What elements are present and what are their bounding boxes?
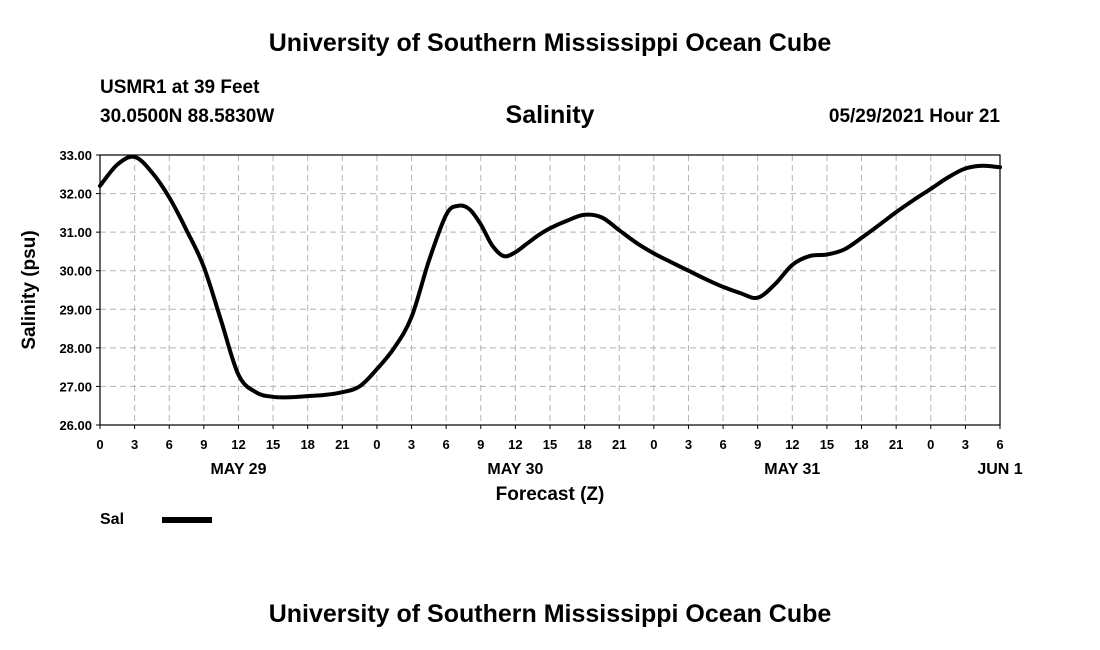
y-tick-label: 31.00 xyxy=(59,225,92,240)
x-tick-label: 6 xyxy=(443,437,450,452)
day-label: JUN 1 xyxy=(977,461,1022,478)
x-tick-label: 6 xyxy=(719,437,726,452)
gridlines xyxy=(100,155,1000,425)
y-axis-label: Salinity (psu) xyxy=(19,230,40,349)
x-tick-label: 21 xyxy=(612,437,626,452)
x-tick-label: 3 xyxy=(408,437,415,452)
y-tick-label: 27.00 xyxy=(59,379,92,394)
x-tick-label: 21 xyxy=(335,437,349,452)
x-tick-label: 0 xyxy=(96,437,103,452)
x-tick-label: 6 xyxy=(166,437,173,452)
y-tick-label: 30.00 xyxy=(59,264,92,279)
day-label: MAY 30 xyxy=(487,461,543,478)
x-tick-label: 9 xyxy=(200,437,207,452)
day-labels: MAY 29 MAY 30 MAY 31 JUN 1 xyxy=(210,461,1022,478)
x-tick-label: 12 xyxy=(231,437,245,452)
x-tick-label: 0 xyxy=(373,437,380,452)
footer-title: University of Southern Mississippi Ocean… xyxy=(268,600,832,628)
y-tick-label: 32.00 xyxy=(59,187,92,202)
x-tick-label: 3 xyxy=(962,437,969,452)
plot-frame xyxy=(99,154,1001,426)
y-tick-label: 28.00 xyxy=(59,341,92,356)
coordinates-label: 30.0500N 88.5830W xyxy=(100,106,275,127)
day-label: MAY 31 xyxy=(764,461,820,478)
station-label: USMR1 at 39 Feet xyxy=(100,77,260,98)
page-title: University of Southern Mississippi Ocean… xyxy=(268,29,832,57)
x-axis-ticks: 0 3 6 9 12 15 18 21 0 3 6 9 12 15 18 21 0 3 6 9 12 15 18 21 0 3 6 xyxy=(96,425,1004,452)
x-tick-label: 18 xyxy=(300,437,314,452)
x-tick-label: 9 xyxy=(477,437,484,452)
forecast-datetime: 05/29/2021 Hour 21 xyxy=(828,106,1000,127)
x-tick-label: 12 xyxy=(785,437,799,452)
legend-label: Sal xyxy=(100,511,124,528)
y-tick-label: 26.00 xyxy=(59,418,92,433)
x-tick-label: 0 xyxy=(927,437,934,452)
x-tick-label: 3 xyxy=(131,437,138,452)
x-tick-label: 21 xyxy=(889,437,903,452)
chart-title: Salinity xyxy=(505,101,595,129)
x-tick-label: 12 xyxy=(508,437,522,452)
day-label: MAY 29 xyxy=(210,461,266,478)
y-tick-label: 29.00 xyxy=(59,302,92,317)
x-tick-label: 9 xyxy=(754,437,761,452)
x-tick-label: 15 xyxy=(543,437,557,452)
y-tick-label: 33.00 xyxy=(59,148,92,163)
x-tick-label: 0 xyxy=(650,437,657,452)
x-tick-label: 3 xyxy=(685,437,692,452)
x-axis-label: Forecast (Z) xyxy=(496,484,605,505)
x-tick-label: 15 xyxy=(820,437,834,452)
x-tick-label: 18 xyxy=(577,437,591,452)
x-tick-label: 15 xyxy=(266,437,280,452)
x-tick-label: 6 xyxy=(996,437,1003,452)
y-axis-ticks: 26.00 27.00 28.00 29.00 30.00 31.00 32.00 33.00 xyxy=(59,148,100,433)
x-tick-label: 18 xyxy=(854,437,868,452)
salinity-series-line xyxy=(98,154,1002,400)
